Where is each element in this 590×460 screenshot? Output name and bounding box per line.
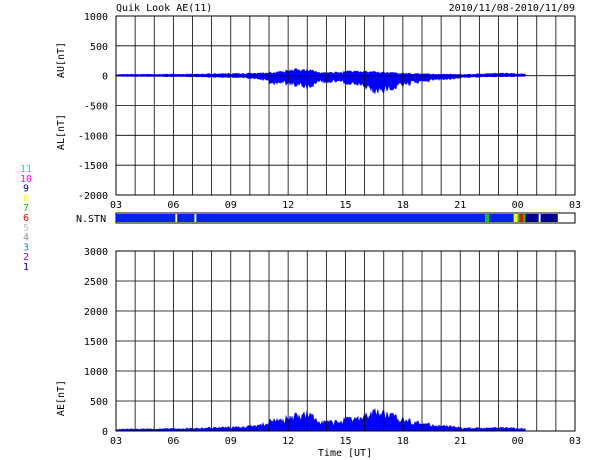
ae-y-tick-label: 2500 <box>84 277 108 288</box>
n-stn-segment <box>196 214 486 222</box>
ae-x-tick-label: 03 <box>569 436 581 447</box>
au-al-x-tick-labels: 03 06 09 12 15 18 21 00 03 <box>110 200 581 211</box>
au-al-x-tick-label: 18 <box>397 200 409 211</box>
ae-y-tick-label: 0 <box>102 427 108 438</box>
ae-x-tick-label: 21 <box>454 436 466 447</box>
station-number-2: 2 <box>23 252 29 263</box>
station-number-9: 9 <box>23 184 29 195</box>
au-al-panel: 1000 500 0 -500 -1000 -1500 -2000 03 06 09 12 15 18… <box>56 12 581 211</box>
ae-y-tick-label: 2000 <box>84 307 108 318</box>
au-al-y-tick-label: 500 <box>90 42 108 53</box>
n-stn-segment <box>517 214 520 222</box>
au-al-y-tick-labels: 1000 500 0 -500 -1000 -1500 -2000 <box>78 12 108 202</box>
station-number-11: 11 <box>20 164 32 175</box>
station-number-5: 5 <box>23 223 29 234</box>
ae-fill <box>115 407 526 432</box>
au-al-fill <box>115 68 526 95</box>
ae-x-tick-label: 03 <box>110 436 122 447</box>
time-axis-label: Time [UT] <box>318 448 372 459</box>
n-stn-segment <box>485 214 489 222</box>
au-al-x-tick-label: 06 <box>167 200 179 211</box>
station-number-10: 10 <box>20 174 32 185</box>
au-al-x-tick-label: 03 <box>110 200 122 211</box>
ae-axis-label: AE[nT] <box>56 380 67 416</box>
station-number-4: 4 <box>23 233 29 244</box>
n-stn-segment <box>116 214 176 222</box>
au-al-x-tick-label: 09 <box>225 200 237 211</box>
ae-x-tick-label: 09 <box>225 436 237 447</box>
au-axis-label: AU[nT] <box>56 42 67 78</box>
n-stn-panel: N.STN <box>76 212 576 225</box>
au-al-x-tick-label: 21 <box>454 200 466 211</box>
ae-x-tick-label: 15 <box>339 436 351 447</box>
n-stn-segment <box>177 214 195 222</box>
n-stn-segment <box>513 214 518 222</box>
n-stn-segments <box>116 214 558 222</box>
al-axis-label: AL[nT] <box>56 114 67 150</box>
station-number-7: 7 <box>23 203 29 214</box>
au-series <box>115 68 526 76</box>
station-number-8: 8 <box>23 193 29 204</box>
au-al-frame <box>115 15 576 196</box>
n-stn-segment <box>519 214 524 222</box>
au-al-y-tick-label: 1000 <box>84 12 108 23</box>
n-stn-segment <box>523 214 526 222</box>
au-al-grid <box>116 15 575 196</box>
ae-y-tick-label: 3000 <box>84 247 108 258</box>
au-al-x-tick-label: 12 <box>282 200 294 211</box>
ae-x-tick-labels: 03 06 09 12 15 18 21 00 03 <box>110 436 581 447</box>
n-stn-segment <box>525 214 539 222</box>
ae-y-tick-label: 500 <box>90 397 108 408</box>
ae-x-tick-label: 00 <box>512 436 524 447</box>
ae-series <box>115 407 526 432</box>
au-al-x-tick-label: 00 <box>512 200 524 211</box>
ae-x-tick-label: 06 <box>167 436 179 447</box>
station-number-3: 3 <box>23 242 29 253</box>
ae-x-tick-label: 18 <box>397 436 409 447</box>
ae-frame <box>115 250 576 432</box>
ae-x-tick-label: 12 <box>282 436 294 447</box>
au-al-y-tick-label: -1000 <box>78 131 108 142</box>
au-al-x-tick-label: 15 <box>339 200 351 211</box>
au-al-x-tick-label: 03 <box>569 200 581 211</box>
au-al-y-tick-label: -2000 <box>78 191 108 202</box>
au-al-y-tick-label: -1500 <box>78 161 108 172</box>
n-stn-segment <box>540 214 558 222</box>
station-number-1: 1 <box>23 262 29 273</box>
ae-grid <box>116 250 575 432</box>
ae-y-tick-label: 1500 <box>84 337 108 348</box>
n-stn-segment <box>488 214 514 222</box>
au-al-y-tick-label: -500 <box>84 102 108 113</box>
ae-y-tick-labels: 3000 2500 2000 1500 1000 500 0 <box>84 247 108 438</box>
n-stn-label: N.STN <box>76 214 106 225</box>
chart-title: Quik Look AE(11) <box>116 3 212 14</box>
station-number-6: 6 <box>23 213 29 224</box>
ae-y-tick-label: 1000 <box>84 367 108 378</box>
date-range: 2010/11/08-2010/11/09 <box>449 3 575 14</box>
au-al-y-tick-label: 0 <box>102 72 108 83</box>
al-series <box>115 75 526 95</box>
